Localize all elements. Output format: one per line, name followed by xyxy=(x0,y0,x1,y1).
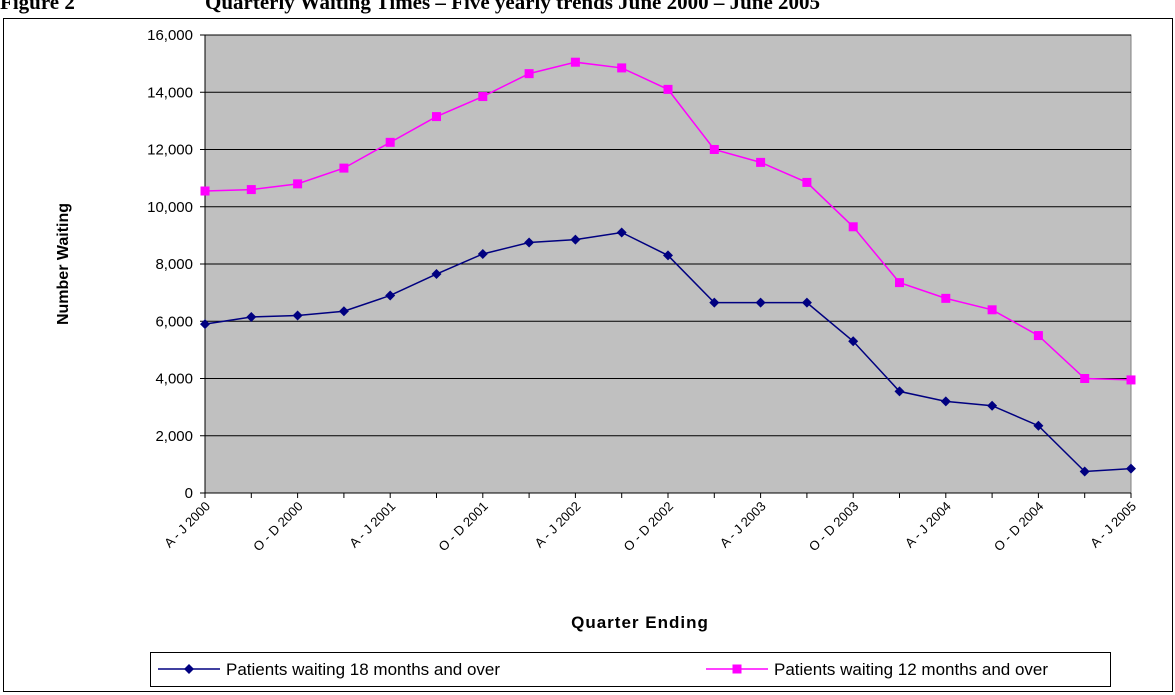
y-tick-label: 6,000 xyxy=(155,313,193,330)
y-axis-label: Number Waiting xyxy=(55,203,72,325)
data-point xyxy=(200,319,210,330)
legend-marker xyxy=(184,664,194,674)
data-point xyxy=(1033,420,1044,431)
data-point xyxy=(385,290,396,301)
data-point xyxy=(616,227,627,238)
figure-label: Figure 2 xyxy=(0,0,75,14)
data-point xyxy=(987,400,998,411)
data-point xyxy=(524,237,535,248)
data-point xyxy=(431,269,442,280)
data-point xyxy=(802,177,812,187)
y-tick-label: 14,000 xyxy=(147,84,193,101)
y-tick-label: 16,000 xyxy=(147,27,193,44)
data-point xyxy=(570,234,581,245)
x-axis-label: Quarter Ending xyxy=(571,613,709,632)
data-point xyxy=(709,145,719,154)
data-point xyxy=(848,336,859,347)
data-point xyxy=(338,306,349,317)
y-tick-label: 2,000 xyxy=(155,428,193,445)
data-point xyxy=(385,137,395,147)
y-tick-label: 10,000 xyxy=(147,199,193,216)
y-tick-label: 8,000 xyxy=(155,256,193,273)
data-point xyxy=(940,396,951,407)
data-point xyxy=(292,310,303,321)
data-point xyxy=(293,179,303,189)
data-point xyxy=(941,293,951,303)
data-point xyxy=(663,84,673,94)
data-point xyxy=(755,297,766,308)
data-point xyxy=(246,311,257,322)
y-tick-label: 0 xyxy=(185,485,193,502)
data-point xyxy=(895,278,904,288)
legend xyxy=(150,652,1111,687)
data-point xyxy=(987,305,997,315)
data-point xyxy=(848,222,858,232)
data-point xyxy=(1080,374,1090,383)
legend-label: Patients waiting 12 months and over xyxy=(774,660,1048,679)
data-point xyxy=(200,186,210,196)
data-point xyxy=(663,250,673,261)
data-point xyxy=(756,157,766,167)
data-point xyxy=(432,112,441,122)
legend-marker xyxy=(732,664,742,674)
legend-label: Patients waiting 18 months and over xyxy=(226,660,500,679)
data-point xyxy=(478,92,488,102)
chart-title: Quarterly Waiting Times – Five yearly tr… xyxy=(205,0,820,14)
y-tick-label: 4,000 xyxy=(155,371,193,388)
data-point xyxy=(1126,375,1136,385)
data-point xyxy=(477,248,488,259)
data-point xyxy=(1033,331,1043,341)
data-point xyxy=(570,57,580,67)
data-point xyxy=(709,297,720,308)
data-point xyxy=(617,63,627,73)
data-point xyxy=(801,297,812,308)
data-point xyxy=(246,185,256,195)
data-point xyxy=(524,69,534,79)
y-tick-label: 12,000 xyxy=(147,142,193,159)
data-point xyxy=(339,163,349,173)
data-point xyxy=(1079,466,1090,477)
data-point xyxy=(1126,463,1136,474)
data-point xyxy=(894,386,905,397)
